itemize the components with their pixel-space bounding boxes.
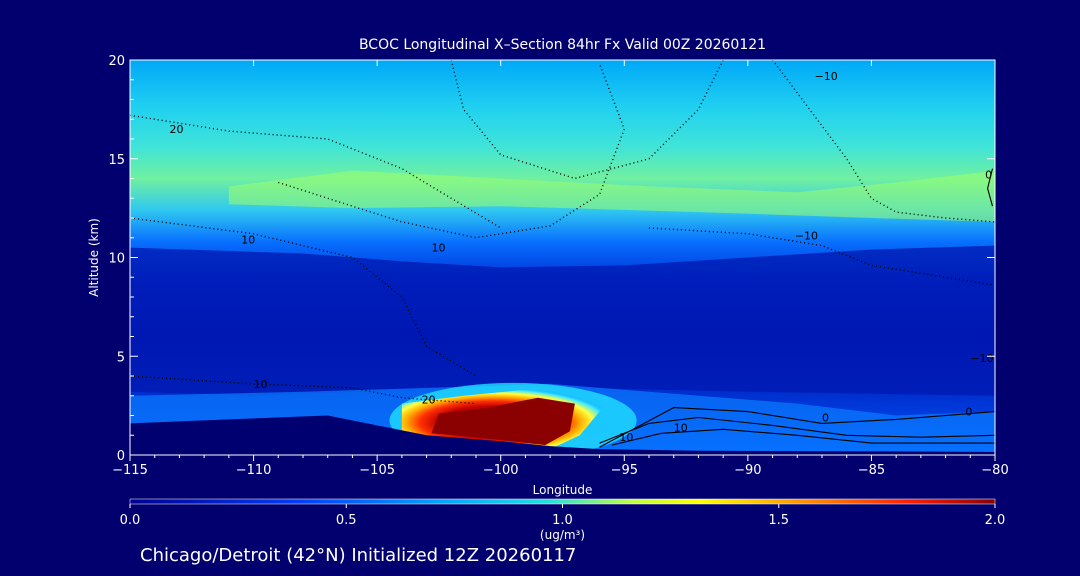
x-tick-label: −110 [236, 463, 272, 478]
y-tick-label: 0 [117, 449, 125, 464]
contour-label: 20 [170, 123, 184, 136]
contour-line [611, 428, 995, 446]
y-tick-label: 20 [108, 54, 125, 69]
x-tick-label: −95 [611, 463, 638, 478]
contour-label: −10 [970, 352, 993, 365]
contour-line [648, 227, 995, 286]
x-tick-label: −85 [858, 463, 885, 478]
y-tick-label: 5 [117, 350, 125, 365]
x-tick-label: −90 [734, 463, 761, 478]
y-tick-label: 15 [108, 153, 125, 168]
contour-label: 10 [254, 378, 268, 391]
y-axis: 0 5 10 15 20 [108, 54, 995, 464]
contour-label: 20 [422, 394, 436, 407]
x-axis-label: Longitude [533, 483, 593, 497]
contour-label: −10 [815, 70, 838, 83]
contour-line [599, 416, 995, 444]
plot-area: 20 10 10 −10 10 20 −10 10 0 −10 0 0 10 [130, 60, 995, 455]
contour-label: 10 [674, 421, 688, 434]
colorbar-ticks: 0.0 0.5 1.0 1.5 2.0 [120, 504, 1006, 528]
y-tick-label: 10 [108, 252, 125, 267]
contour-lines: 20 10 10 −10 10 20 −10 10 0 −10 0 0 10 [130, 60, 995, 448]
contour-line [987, 168, 994, 207]
contour-label: 10 [241, 234, 255, 247]
colorbar-tick-label: 1.0 [552, 513, 573, 528]
y-axis-label: Altitude (km) [87, 218, 101, 297]
contour-line [599, 407, 995, 448]
colorbar-tick-label: 0.5 [336, 513, 357, 528]
colorbar-unit-label: (ug/m³) [540, 528, 585, 542]
colorbar [129, 498, 996, 505]
contour-label: 0 [822, 411, 829, 424]
colorbar-tick-label: 1.5 [768, 513, 789, 528]
contour-label: 10 [432, 242, 446, 255]
chart-title: BCOC Longitudinal X–Section 84hr Fx Vali… [359, 37, 766, 53]
colorbar-tick-label: 2.0 [985, 513, 1006, 528]
contour-line [772, 60, 995, 223]
contour-label: 10 [619, 431, 633, 444]
x-axis: −115 −110 −105 −100 −95 −90 −85 −80 [112, 60, 1009, 478]
footer-caption: Chicago/Detroit (42°N) Initialized 12Z 2… [140, 545, 576, 566]
plume-core [431, 397, 575, 446]
high-concentration-band [228, 170, 995, 222]
x-tick-label: −80 [981, 463, 1008, 478]
terrain [130, 415, 995, 455]
x-tick-label: −115 [112, 463, 148, 478]
contour-label: 0 [965, 406, 972, 419]
low-concentration-band [130, 245, 995, 396]
contour-label: 0 [985, 169, 992, 182]
colorbar-tick-label: 0.0 [120, 513, 141, 528]
x-tick-label: −100 [483, 463, 519, 478]
contour-label: −10 [795, 230, 818, 243]
x-tick-label: −105 [359, 463, 395, 478]
